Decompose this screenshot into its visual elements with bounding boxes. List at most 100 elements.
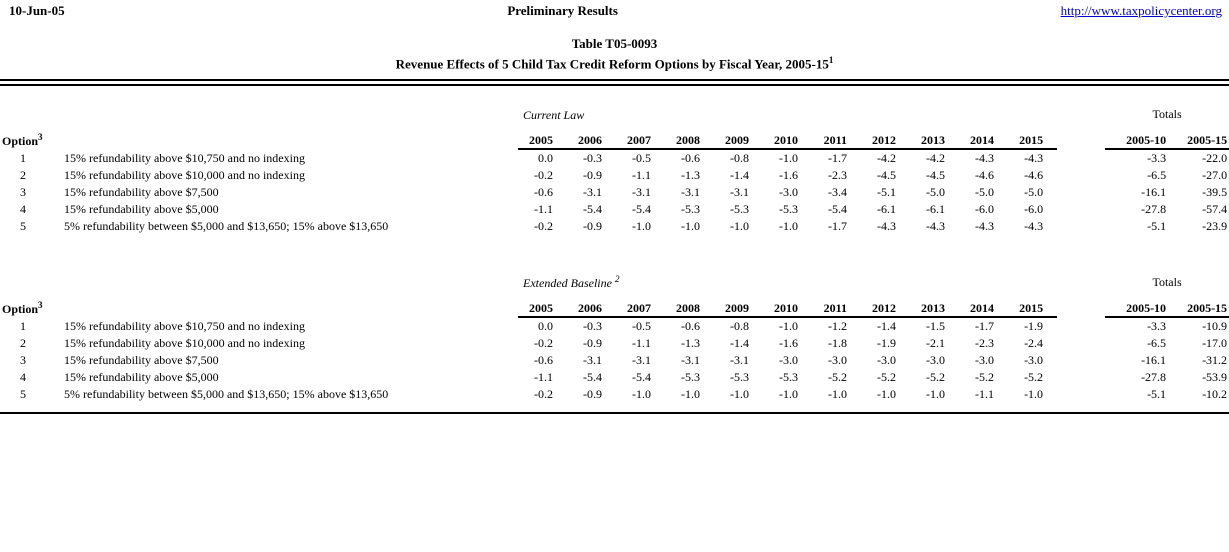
option-number-cell: 2 xyxy=(20,336,26,351)
year-header: 2010 xyxy=(763,127,812,151)
spacer-cell xyxy=(1057,149,1105,167)
value-cell: -1.0 xyxy=(730,219,749,234)
option-column-header: Option3 xyxy=(0,127,518,149)
year-header: 2013 xyxy=(910,127,959,151)
section-label-text: Extended Baseline xyxy=(523,275,612,290)
year-header: 2014 xyxy=(959,295,1008,319)
total-2005-15-cell: -39.5 xyxy=(1202,185,1228,200)
year-header: 2014 xyxy=(959,127,1008,151)
value-cell: -0.6 xyxy=(681,319,700,334)
title-block: Table T05-0093 Revenue Effects of 5 Chil… xyxy=(0,35,1229,72)
total-2005-15-cell: -22.0 xyxy=(1202,151,1228,166)
table-row: 2 15% refundability above $10,000 and no… xyxy=(0,335,1229,352)
year-header: 2008 xyxy=(665,295,714,319)
current-law-table: Current Law Totals Option3 2005 2006 200… xyxy=(0,101,1229,235)
year-header: 2012 xyxy=(861,127,910,151)
totals-label: Totals xyxy=(1152,274,1182,289)
option-description-cell: 5% refundability between $5,000 and $13,… xyxy=(64,387,389,402)
total-2005-10-cell: -27.8 xyxy=(1141,202,1167,217)
option-footnote-marker: 3 xyxy=(38,132,43,143)
taxpolicycenter-link[interactable]: http://www.taxpolicycenter.org xyxy=(1060,3,1222,18)
value-cell: -0.8 xyxy=(730,319,749,334)
option-number-cell: 1 xyxy=(20,318,26,333)
value-cell: -4.2 xyxy=(926,151,945,166)
value-cell: -3.0 xyxy=(779,353,798,368)
year-header: 2009 xyxy=(714,127,763,151)
option-description-cell: 15% refundability above $7,500 xyxy=(64,353,219,368)
year-header: 2006 xyxy=(567,127,616,151)
value-cell: -6.1 xyxy=(926,202,945,217)
year-header: 2006 xyxy=(567,295,616,319)
total-2005-15-cell: -10.2 xyxy=(1202,387,1228,402)
table-row: 5 5% refundability between $5,000 and $1… xyxy=(0,218,1229,235)
value-cell: -5.4 xyxy=(828,202,847,217)
table-main-title-text: Revenue Effects of 5 Child Tax Credit Re… xyxy=(395,56,829,72)
table-main-title: Revenue Effects of 5 Child Tax Credit Re… xyxy=(0,52,1229,72)
year-header: 2011 xyxy=(812,295,861,319)
value-cell: -5.3 xyxy=(779,370,798,385)
value-cell: -0.2 xyxy=(534,219,553,234)
spacer-cell xyxy=(1057,167,1105,184)
value-cell: -5.2 xyxy=(926,370,945,385)
title-footnote-marker: 1 xyxy=(828,55,834,65)
value-cell: -6.1 xyxy=(877,202,896,217)
year-header: 2007 xyxy=(616,127,665,151)
value-cell: -1.1 xyxy=(534,202,553,217)
spacer-cell xyxy=(1057,184,1105,201)
option-description-cell: 15% refundability above $5,000 xyxy=(64,370,219,385)
value-cell: -6.0 xyxy=(975,202,994,217)
value-cell: -1.6 xyxy=(779,168,798,183)
option-description-cell: 15% refundability above $10,000 and no i… xyxy=(64,168,305,183)
table-row: 1 15% refundability above $10,750 and no… xyxy=(0,317,1229,335)
total-2005-15-cell: -23.9 xyxy=(1202,219,1228,234)
value-cell: -0.5 xyxy=(632,319,651,334)
year-header: 2013 xyxy=(910,295,959,319)
value-cell: -1.0 xyxy=(632,219,651,234)
date-label: 10-Jun-05 xyxy=(9,3,65,18)
value-cell: -1.0 xyxy=(877,387,896,402)
value-cell: -5.0 xyxy=(1024,185,1044,200)
value-cell: -4.3 xyxy=(877,219,896,234)
value-cell: -4.2 xyxy=(877,151,896,166)
totals-header-2005-15: 2005-15 xyxy=(1172,295,1229,319)
value-cell: -1.1 xyxy=(975,387,994,402)
value-cell: -1.9 xyxy=(1024,319,1044,334)
option-number-cell: 2 xyxy=(20,168,26,183)
total-2005-10-cell: -27.8 xyxy=(1141,370,1167,385)
value-cell: -4.3 xyxy=(975,219,994,234)
value-cell: -3.1 xyxy=(681,353,700,368)
spacer-cell xyxy=(0,101,518,127)
total-2005-15-cell: -27.0 xyxy=(1202,168,1228,183)
option-header-text: Option xyxy=(2,134,39,149)
value-cell: -5.2 xyxy=(1024,370,1044,385)
value-cell: -4.6 xyxy=(1024,168,1044,183)
spacer-cell xyxy=(1057,201,1105,218)
value-cell: -1.0 xyxy=(681,387,700,402)
option-description-cell: 15% refundability above $10,750 and no i… xyxy=(64,150,305,165)
value-cell: -4.6 xyxy=(975,168,994,183)
option-number-cell: 3 xyxy=(20,185,26,200)
total-2005-15-cell: -31.2 xyxy=(1202,353,1228,368)
table-row: 5 5% refundability between $5,000 and $1… xyxy=(0,386,1229,403)
option-number-cell: 3 xyxy=(20,353,26,368)
value-cell: -0.6 xyxy=(534,185,553,200)
value-cell: -5.3 xyxy=(730,370,749,385)
option-description-cell: 15% refundability above $5,000 xyxy=(64,202,219,217)
value-cell: -5.3 xyxy=(779,202,798,217)
option-number-cell: 5 xyxy=(20,387,26,402)
table-number-title: Table T05-0093 xyxy=(571,36,658,51)
value-cell: -1.0 xyxy=(681,219,700,234)
value-cell: -1.8 xyxy=(828,336,847,351)
total-2005-10-cell: -6.5 xyxy=(1147,336,1167,351)
total-2005-10-cell: -5.1 xyxy=(1147,387,1167,402)
value-cell: -4.3 xyxy=(926,219,945,234)
table-row: 4 15% refundability above $5,000 -1.1 -5… xyxy=(0,369,1229,386)
value-cell: -5.1 xyxy=(877,185,896,200)
value-cell: -5.0 xyxy=(926,185,945,200)
value-cell: -2.3 xyxy=(828,168,847,183)
year-header: 2009 xyxy=(714,295,763,319)
total-2005-10-cell: -16.1 xyxy=(1141,353,1167,368)
value-cell: -1.1 xyxy=(632,336,651,351)
value-cell: -1.4 xyxy=(877,319,896,334)
value-cell: -0.2 xyxy=(534,387,553,402)
